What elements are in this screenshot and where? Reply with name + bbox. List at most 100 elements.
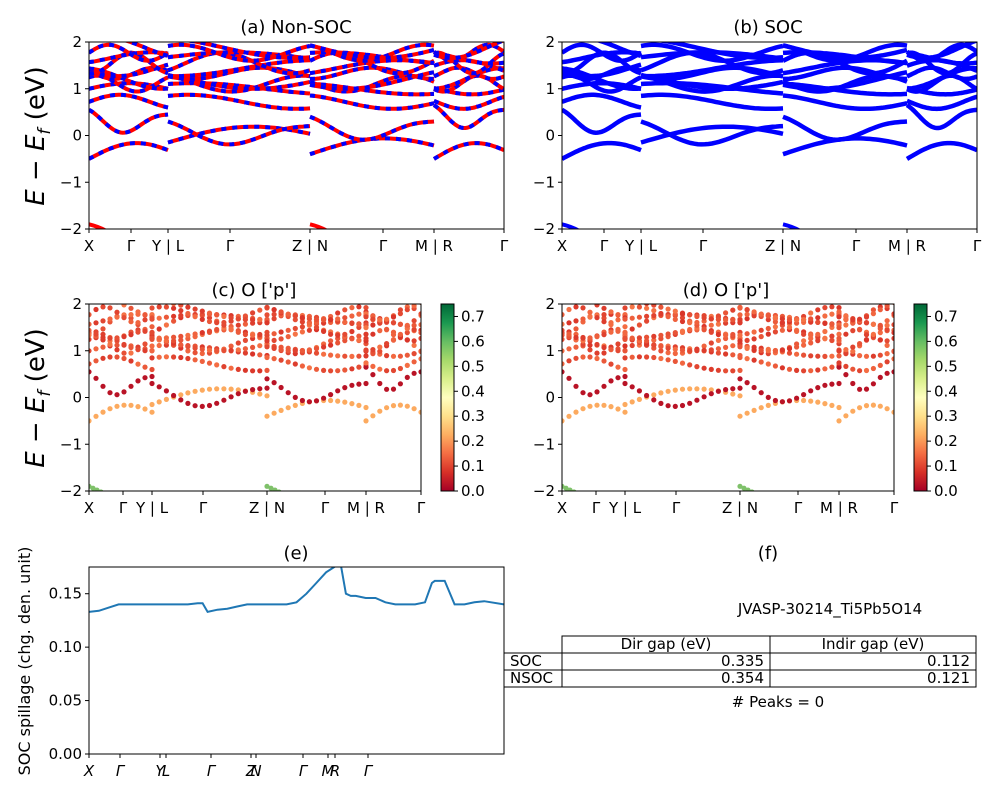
band-point [843,316,849,322]
band-point [829,381,835,387]
x-tick-label: Y | L [608,499,642,517]
band-point [779,365,786,371]
y-tick-label: −2 [533,482,555,500]
band-point [363,314,369,320]
band-point [758,359,764,365]
band-point [299,319,305,325]
band-line [310,65,434,81]
band-point [228,343,234,349]
band-point [335,388,341,394]
band-point [730,317,736,323]
band-point [765,348,771,354]
band-point [562,332,565,338]
x-tick-label: X [557,237,567,255]
x-tick-label: Γ [500,237,509,255]
band-point [808,340,814,346]
band-point [891,409,894,415]
y-tick-label: 0.05 [49,692,82,710]
band-point [411,370,417,376]
band-point [89,369,92,375]
band-point [149,297,154,302]
band-point [100,318,106,324]
band-point [829,333,835,339]
x-tick-label: M | R [347,499,385,517]
band-point [342,367,348,373]
band-point [356,337,362,343]
band-point [171,338,177,344]
band-point [178,354,184,361]
band-line [89,222,107,229]
table-header-dir: Dir gap (eV) [621,635,712,653]
band-point [629,335,635,341]
band-point [636,304,643,310]
panel-f-table: JVASP-30214_Ti5Pb5O14 Dir gap (eV) Indir… [503,600,977,711]
band-point [299,363,305,369]
band-point [829,311,835,317]
band-point [562,361,565,367]
band-point [644,392,650,399]
x-tick-label: Γ [127,237,136,255]
band-point [228,394,234,400]
band-point [815,399,821,405]
band-point [397,331,403,337]
spillage-line [89,567,504,614]
band-point [149,324,155,330]
band-point [349,336,355,342]
band-point [665,357,671,363]
band-point [687,400,693,406]
band-point [356,333,362,339]
band-point [815,315,821,321]
band-point [601,332,607,338]
band-point [629,342,635,349]
colorbar-tick-label: 0.3 [461,407,485,425]
band-point [708,316,714,322]
band-point [221,386,227,392]
band-point [658,355,664,362]
band-point [870,331,877,337]
band-point [751,329,757,335]
band-point [292,348,298,354]
band-point [278,347,284,353]
jid-label: JVASP-30214_Ti5Pb5O14 [737,600,922,619]
band-point [651,304,657,308]
band-point [651,392,657,398]
band-point [622,316,628,322]
band-point [679,318,686,325]
band-line [309,50,435,65]
band-point [644,313,650,319]
band-point [93,413,99,419]
band-point [765,331,771,337]
band-point [730,391,736,397]
band-line [905,140,977,161]
band-point [242,313,248,319]
band-point [128,358,134,364]
band-point [370,331,376,337]
band-point [857,386,863,392]
panel-a-plot: −2 −1 0 1 2 X Γ Y | L Γ Z | N Γ M | R Γ [60,33,509,255]
band-point [815,331,821,337]
band-point [328,397,334,404]
band-point [128,383,134,389]
band-point [142,317,148,323]
band-point [615,317,621,323]
band-point [377,328,383,334]
band-point [687,320,693,326]
band-point [264,367,270,373]
band-point [772,324,779,330]
band-point [580,298,585,303]
band-point [397,353,403,359]
band-point [622,335,628,341]
band-point [171,334,177,340]
colorbar-tick-label: 0.0 [934,482,958,500]
band-point [815,385,821,391]
x-tick-label: Γ [207,762,217,780]
band-point [786,317,793,323]
x-tick-label: Y [155,762,166,780]
x-tick-label: Z [245,762,257,780]
band-point [271,311,277,317]
band-point [199,387,205,393]
band-point [751,357,757,363]
band-point [843,322,849,328]
band-point [411,342,417,348]
band-point [801,331,807,337]
